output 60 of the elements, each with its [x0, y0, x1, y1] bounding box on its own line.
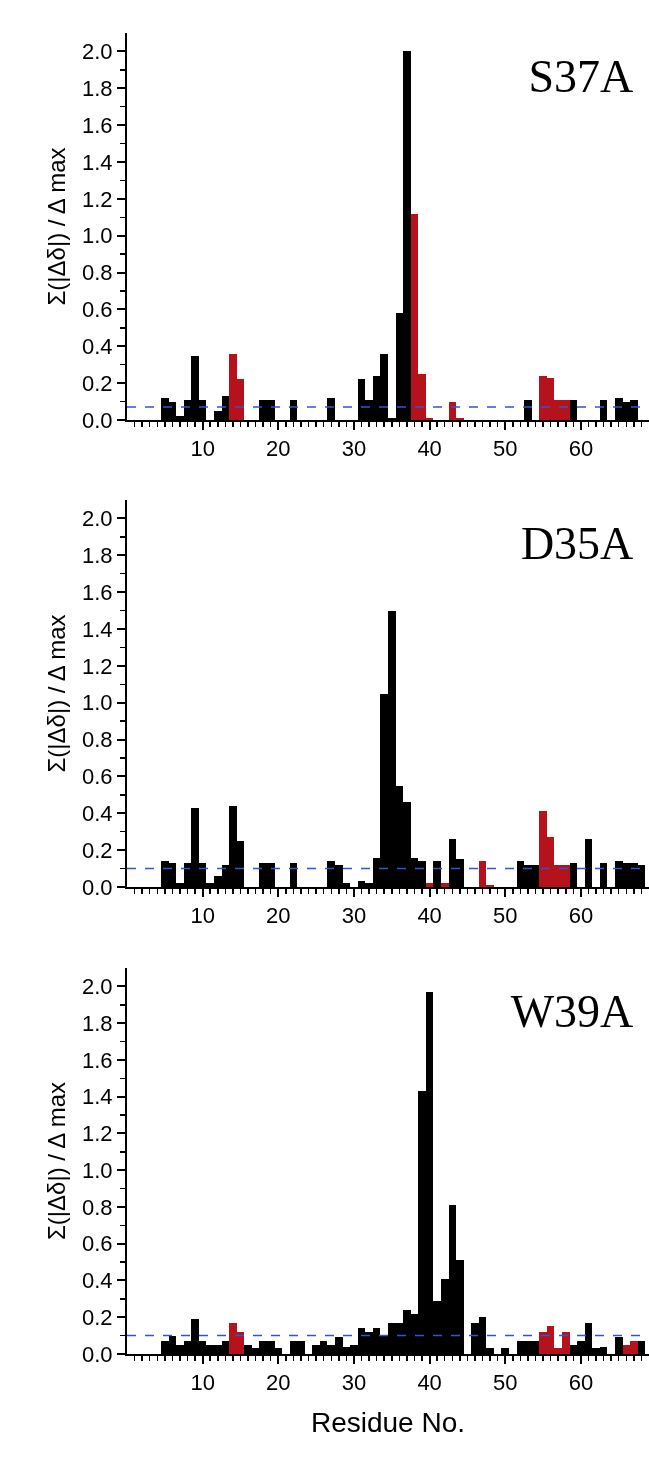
x-tick-label: 20 — [266, 436, 291, 462]
x-tick-label: 10 — [190, 436, 215, 462]
x-tick-label: 40 — [417, 903, 442, 929]
y-tick-label: 1.4 — [82, 616, 113, 642]
x-tick-label: 30 — [341, 1370, 367, 1396]
y-tick-label: 1.4 — [82, 149, 113, 175]
y-tick-label: 1.0 — [82, 690, 113, 716]
y-tick-label: 1.8 — [82, 75, 113, 101]
y-tick-label: 2.0 — [82, 506, 113, 532]
y-tick-label: 0.6 — [82, 764, 113, 790]
y-tick-label: 1.8 — [82, 542, 113, 568]
x-tick-label: 50 — [493, 903, 518, 929]
chart-title: W39A — [510, 986, 634, 1038]
x-tick-label: 50 — [493, 436, 518, 462]
x-tick-label: 10 — [190, 1370, 215, 1396]
x-tick-label: 60 — [568, 903, 594, 929]
y-tick-label: 1.2 — [82, 186, 113, 212]
y-tick-label: 0.4 — [82, 1268, 113, 1294]
y-tick-label: 0.0 — [82, 874, 113, 900]
y-axis-title: Σ(|Δδ|) / Δ max — [42, 1081, 70, 1241]
y-tick-label: 0.8 — [82, 260, 113, 286]
y-tick-label: 0.8 — [82, 1194, 113, 1220]
x-axis-title: Residue No. — [310, 1407, 466, 1438]
y-tick-label: 1.4 — [82, 1084, 113, 1110]
y-tick-label: 0.6 — [82, 1231, 113, 1257]
y-tick-label: 0.2 — [82, 1304, 113, 1330]
x-tick-label: 50 — [493, 1370, 518, 1396]
bar — [425, 883, 434, 887]
x-tick-label: 30 — [341, 436, 367, 462]
y-tick-label: 2.0 — [82, 39, 113, 65]
y-tick-label: 1.6 — [82, 579, 113, 605]
chart-title: S37A — [528, 51, 634, 103]
y-axis-title: Σ(|Δδ|) / Δ max — [42, 614, 70, 773]
x-tick-label: 60 — [568, 1370, 594, 1396]
x-tick-label: 20 — [266, 903, 291, 929]
y-tick-label: 1.8 — [82, 1010, 113, 1036]
y-tick-label: 0.8 — [82, 727, 113, 753]
y-tick-label: 1.2 — [82, 1121, 113, 1147]
x-tick-label: 40 — [417, 1370, 442, 1396]
bar — [440, 883, 449, 887]
y-tick-label: 1.6 — [82, 112, 113, 138]
y-tick-label: 1.2 — [82, 653, 113, 679]
x-tick-label: 40 — [417, 436, 442, 462]
x-tick-label: 20 — [266, 1370, 291, 1396]
y-tick-label: 0.2 — [82, 370, 113, 396]
y-tick-label: 0.0 — [82, 1341, 113, 1367]
y-tick-label: 1.0 — [82, 1157, 113, 1183]
y-tick-label: 0.2 — [82, 837, 113, 863]
x-tick-label: 60 — [568, 436, 594, 462]
y-tick-label: 0.6 — [82, 297, 113, 323]
y-tick-label: 1.6 — [82, 1047, 113, 1073]
x-tick-label: 30 — [341, 903, 367, 929]
x-tick-label: 10 — [190, 903, 215, 929]
y-tick-label: 0.4 — [82, 333, 113, 359]
y-axis-title: Σ(|Δδ|) / Δ max — [42, 147, 70, 306]
y-tick-label: 1.0 — [82, 223, 113, 249]
y-tick-label: 0.0 — [82, 407, 113, 433]
y-tick-label: 0.4 — [82, 800, 113, 826]
chart-title: D35A — [520, 518, 634, 570]
y-tick-label: 2.0 — [82, 974, 113, 1000]
